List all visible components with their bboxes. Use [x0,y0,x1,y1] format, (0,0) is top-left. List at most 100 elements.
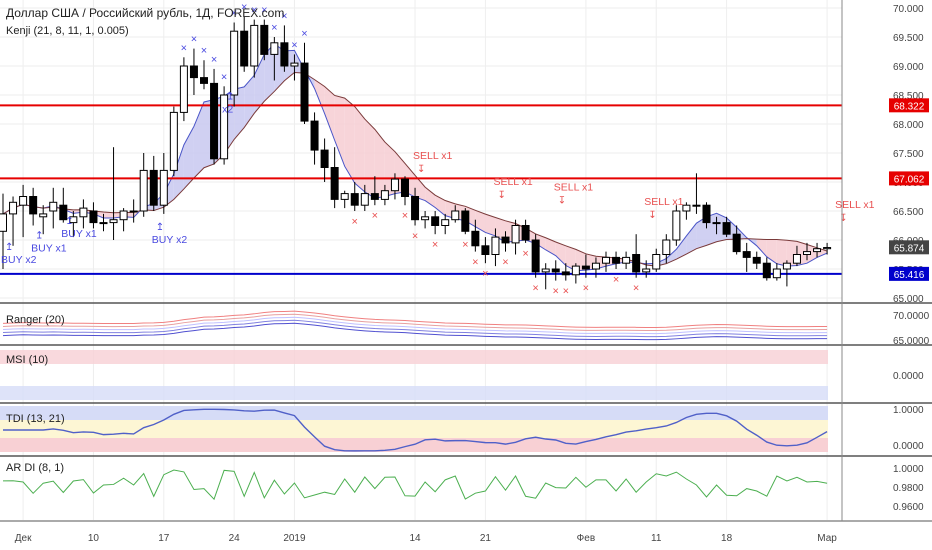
candle-body [432,217,439,226]
price-tick-label: 67.500 [893,149,924,160]
candle-body [381,191,388,200]
sub-tick-label: 0.9600 [893,502,924,513]
candle-body [301,63,308,121]
candle-body [452,211,459,220]
ardi-label: AR DI (8, 1) [6,462,64,474]
candle-body [753,257,760,263]
candle-body [50,202,57,211]
candle[interactable] [180,57,187,121]
candle-body [804,252,811,255]
buy-arrow-icon: ↥ [5,242,13,253]
candle-body [552,269,559,272]
price-tick-label: 66.500 [893,207,924,218]
candle-body [20,197,27,206]
candle-body [562,272,569,275]
time-tick-label: 10 [88,533,100,544]
candle-body [693,205,700,206]
candle-body [522,226,529,241]
sell-arrow-icon: ↧ [558,196,566,207]
sub-tick-label: 1.0000 [893,464,924,475]
candle-body [90,211,97,223]
candle-body [683,205,690,211]
candle-body [814,249,821,252]
candle-body [371,194,378,200]
candle-body [462,211,469,231]
time-tick-label: 11 [651,533,662,544]
sub-tick-label: 1.0000 [893,405,924,416]
candle-body [582,266,589,269]
buy-signal-label: BUY x1 [31,243,67,255]
tdi-label: TDI (13, 21) [6,413,65,425]
candle-body [170,112,177,170]
tdi-mid-zone [0,420,828,438]
ranger-label: Ranger (20) [6,314,65,326]
buy-arrow-icon: ↥ [35,231,43,242]
candle-body [321,150,328,167]
price-tick-label: 65.000 [893,294,924,305]
candle-body [341,194,348,200]
buy-arrow-icon: ↥ [65,216,73,227]
candle-body [351,194,358,206]
candle-body [331,168,338,200]
candle-body [361,194,368,206]
candle-body [713,223,720,224]
indicator-label: Kenji (21, 8, 11, 1, 0.005) [6,25,129,37]
chart-canvas[interactable]: ×××××× × × ×××××× × ××× ×××××× × × ×××BUY x2↥ BUY … [0,0,932,550]
sell-cross: × [482,268,488,280]
candle-body [251,25,258,66]
sell-arrow-icon: ↧ [497,190,505,201]
candle[interactable] [261,20,268,61]
buy-arrow-icon: ↥ [226,91,234,102]
candle-body [653,255,660,270]
candle-body [100,223,107,224]
candle-body [150,170,157,205]
buy-cross: × [301,28,307,40]
buy-cross: × [291,39,297,51]
time-axis[interactable]: Дек 10 17 24 2019 14 21 Фев 11 18 Мар [15,533,838,544]
sell-cross: × [553,286,559,298]
candle-body [30,197,37,214]
candle-body [271,43,278,55]
candle-body [592,263,599,269]
candle-body [10,202,17,214]
candle-body [211,83,218,158]
candle-body [391,179,398,191]
price-tick-label: 69.500 [893,33,924,44]
chart-title: Доллар США / Российский рубль, 1Д, FOREX… [6,6,284,20]
sell-arrow-icon: ↧ [839,213,847,224]
msi-lower-zone [0,386,828,400]
time-tick-label: 21 [480,533,492,544]
candle-body [824,248,831,249]
candle[interactable] [462,208,469,234]
candle-body [190,66,197,78]
candle-body [241,31,248,66]
candle-body [703,205,710,222]
sub-tick-label: 0.0000 [893,441,924,452]
price-tick-label: 69.000 [893,62,924,73]
sell-cross: × [402,210,408,222]
candle[interactable] [532,234,539,278]
candle-body [643,269,650,272]
candle-body [663,240,670,255]
candle-body [793,255,800,264]
price-axis[interactable]: 70.000 69.500 69.000 68.500 68.000 67.500 67.0… [842,0,930,521]
candle-body [603,257,610,263]
sell-signal-label: SELL x1 [413,150,452,162]
cloud-segment [777,240,787,267]
candle-body [311,121,318,150]
candle-body [231,31,238,95]
candle-body [623,257,630,263]
indicator-panes [0,303,932,521]
buy-arrow-icon: ↥ [156,222,164,233]
candle[interactable] [211,69,218,165]
buy-cross: × [271,22,277,34]
candle-body [291,63,298,66]
candle-body [572,266,579,275]
time-tick-label: 17 [158,533,170,544]
candle[interactable] [673,205,680,246]
candle-body [723,223,730,235]
sell-arrow-icon: ↧ [648,210,656,221]
candle[interactable] [170,107,177,177]
price-tick-label: 68.000 [893,120,924,131]
price-tag-label: 67.062 [894,174,925,185]
